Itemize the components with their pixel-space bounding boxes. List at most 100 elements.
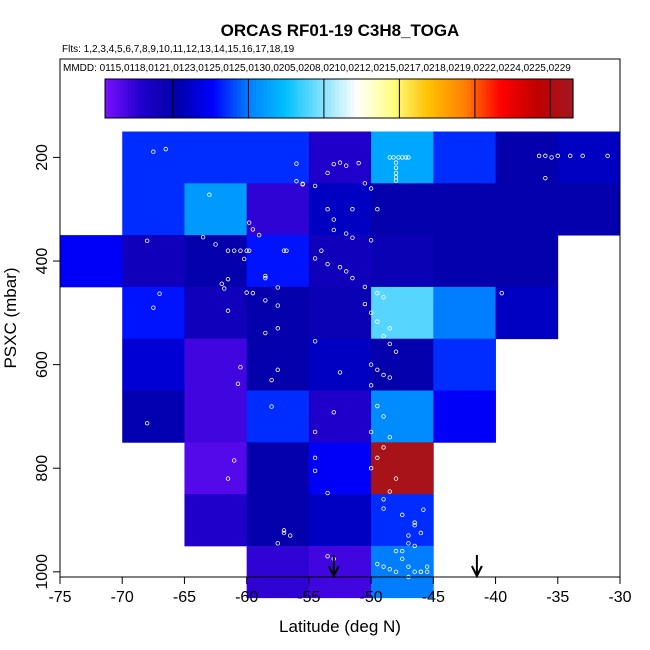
colorbar-segment xyxy=(108,79,114,118)
sample-point xyxy=(294,161,299,166)
sample-point xyxy=(232,458,237,463)
colorbar-segment xyxy=(467,79,472,118)
colorbar-segment xyxy=(138,79,144,118)
colorbar-segment xyxy=(267,79,272,118)
sample-point xyxy=(549,155,554,160)
sample-point xyxy=(499,290,504,296)
sample-point xyxy=(232,248,237,253)
heatmap-cell xyxy=(495,131,559,184)
colorbar-segment xyxy=(214,79,219,118)
sample-point xyxy=(400,548,405,554)
sample-point xyxy=(144,420,150,426)
sample-point xyxy=(368,466,374,471)
colorbar-segment xyxy=(176,79,182,118)
sample-point xyxy=(424,569,430,575)
sample-point xyxy=(381,414,386,419)
heatmap-cell xyxy=(433,183,496,236)
heatmap-cell xyxy=(495,183,559,236)
colorbar-segment xyxy=(380,79,385,118)
sample-point xyxy=(375,290,380,296)
colorbar-segment xyxy=(154,79,159,118)
sample-point xyxy=(412,569,417,575)
sample-point xyxy=(387,567,392,572)
colorbar-segment xyxy=(248,79,253,118)
x-tick-label: -60 xyxy=(235,589,258,606)
sample-point xyxy=(269,377,274,383)
colorbar-segment xyxy=(425,79,431,118)
colorbar-segment xyxy=(365,79,370,118)
sample-point xyxy=(421,507,426,512)
sample-point xyxy=(424,564,430,569)
heatmap-cell xyxy=(246,183,310,236)
colorbar-segment xyxy=(410,79,416,118)
colorbar-segment xyxy=(131,79,136,118)
colorbar-segment xyxy=(305,79,310,118)
colorbar-segment xyxy=(210,79,216,118)
sample-point xyxy=(246,220,252,225)
colorbar-segment xyxy=(440,79,446,118)
colorbar-segment xyxy=(569,79,574,118)
colorbar-segment xyxy=(471,79,476,118)
sample-point xyxy=(294,179,299,184)
heatmap-cell xyxy=(308,442,372,495)
sample-point xyxy=(225,308,231,313)
sample-point xyxy=(368,383,374,388)
heatmap-cell xyxy=(184,390,248,443)
x-tick-label: -55 xyxy=(297,589,320,606)
sample-point xyxy=(325,490,330,496)
x-tick-label: -50 xyxy=(360,589,383,606)
colorbar-segment xyxy=(271,79,276,118)
heatmap-cell xyxy=(122,131,185,184)
sample-point xyxy=(368,310,374,316)
heatmap-cell xyxy=(308,131,372,184)
sample-point xyxy=(312,339,318,344)
arrow-head xyxy=(327,565,340,579)
sample-point xyxy=(275,541,280,546)
colorbar-segment xyxy=(335,79,340,118)
colorbar-segment xyxy=(229,79,234,118)
sample-point xyxy=(368,429,374,435)
sample-point xyxy=(331,227,336,233)
colorbar-segment xyxy=(259,79,265,118)
sample-point xyxy=(362,301,368,307)
sample-point xyxy=(151,305,156,310)
sample-point xyxy=(350,207,355,212)
colorbar-segment xyxy=(123,79,129,118)
heatmap-cell xyxy=(495,235,559,288)
colorbar-segment xyxy=(127,79,133,118)
colorbar-segment xyxy=(422,79,427,118)
sample-point xyxy=(391,155,396,160)
sample-point xyxy=(543,175,548,181)
colorbar-segment xyxy=(493,79,499,118)
sample-point xyxy=(222,286,227,291)
colorbar-segment xyxy=(169,79,174,118)
x-tick-label: -35 xyxy=(546,589,569,606)
colorbar-segment xyxy=(486,79,491,118)
y-tick-label: 1000 xyxy=(34,554,51,590)
sample-point xyxy=(393,349,399,354)
sample-point xyxy=(344,231,349,236)
sample-point xyxy=(356,160,361,166)
colorbar-segment xyxy=(206,79,212,118)
sample-point xyxy=(412,520,417,525)
heatmap-cell xyxy=(184,235,248,288)
sample-point xyxy=(362,181,368,186)
heatmap-cell xyxy=(308,494,372,547)
sample-point xyxy=(331,161,336,167)
y-tick-label: 400 xyxy=(34,248,51,275)
sample-point xyxy=(235,381,241,386)
sample-point xyxy=(406,564,411,569)
heatmap-cell xyxy=(184,442,248,495)
colorbar-segment xyxy=(339,79,344,118)
heatmap-cell xyxy=(371,131,434,184)
sample-point xyxy=(281,248,287,253)
colorbar-segment xyxy=(414,79,419,118)
sample-point xyxy=(325,170,330,176)
sample-point xyxy=(568,153,573,159)
sample-point xyxy=(381,295,386,300)
colorbar-segment xyxy=(546,79,551,118)
colorbar-segment xyxy=(350,79,355,118)
sample-point xyxy=(393,569,399,575)
sample-point xyxy=(263,298,268,303)
sample-point xyxy=(406,533,411,538)
